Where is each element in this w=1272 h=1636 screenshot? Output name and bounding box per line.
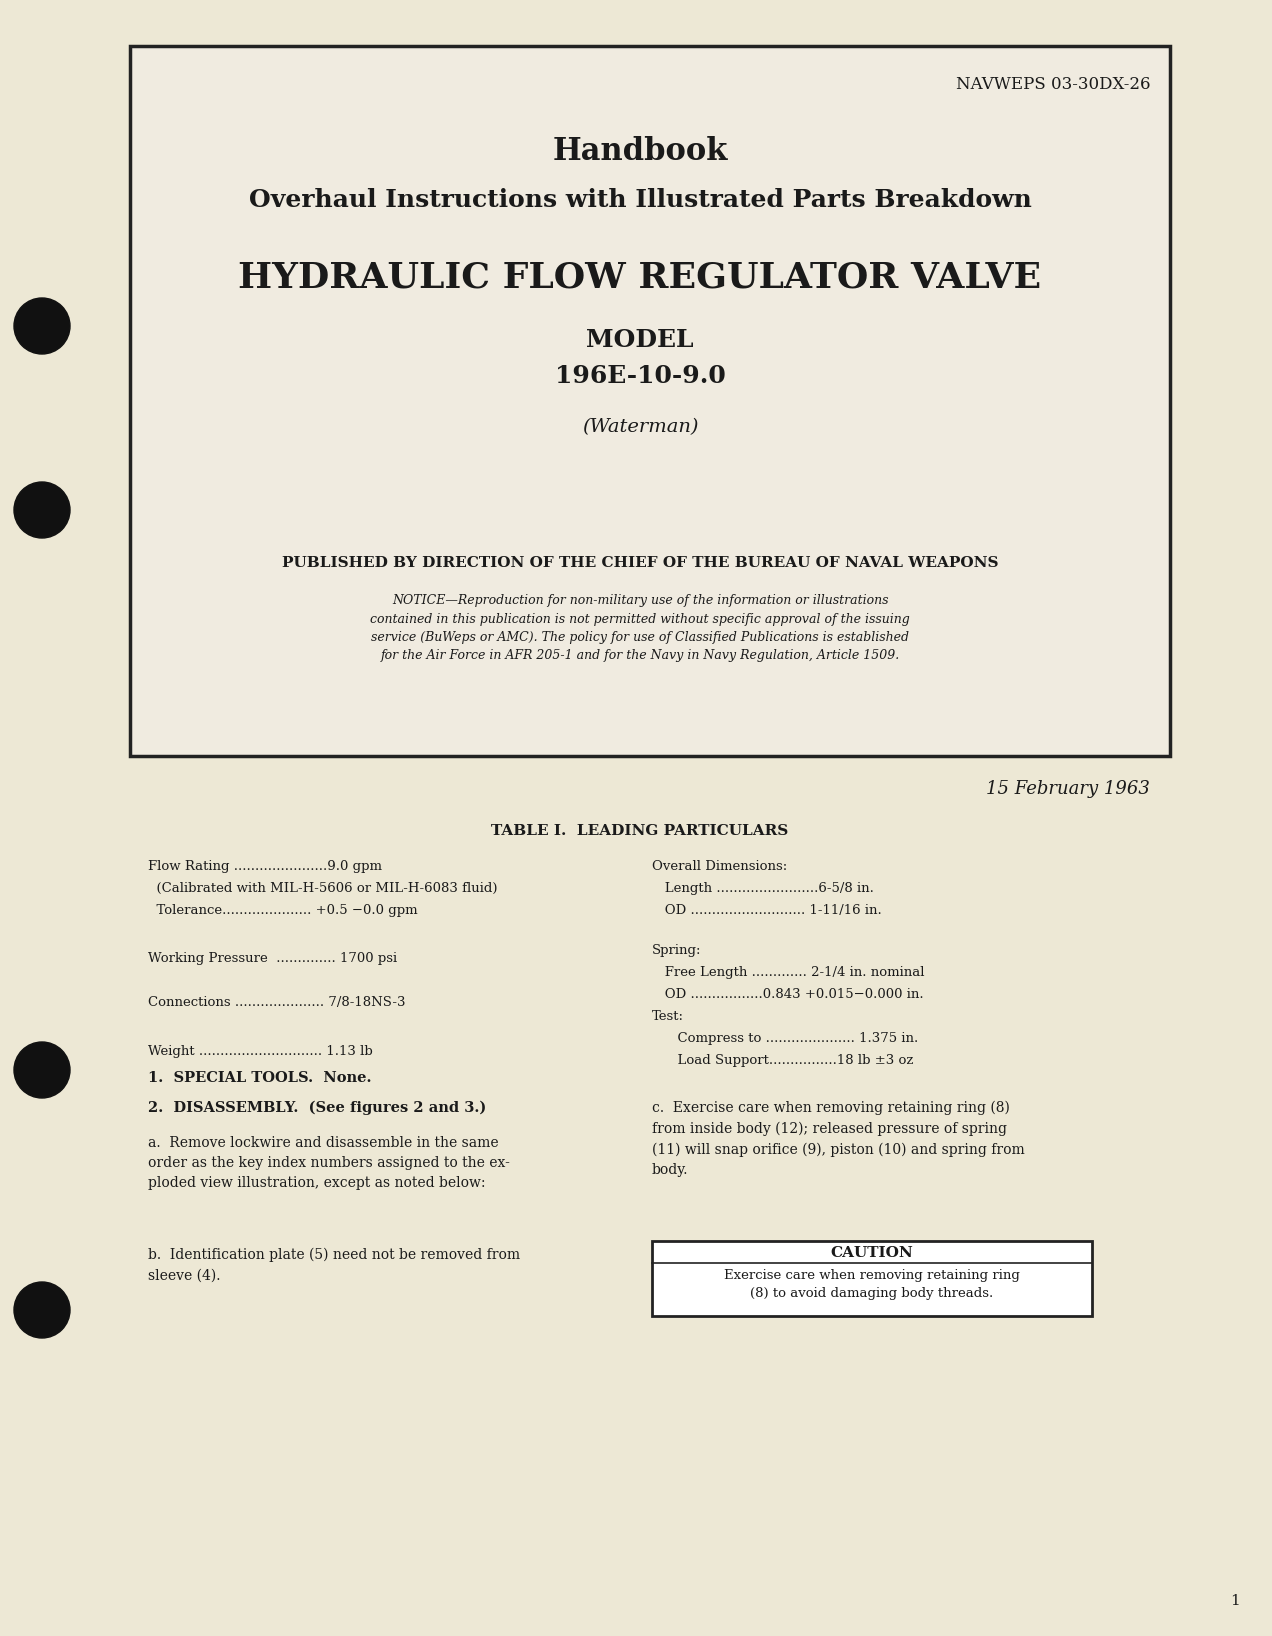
Text: MODEL: MODEL bbox=[586, 327, 693, 352]
Text: Spring:: Spring: bbox=[653, 944, 701, 957]
Text: Flow Rating ......................9.0 gpm: Flow Rating ......................9.0 gp… bbox=[148, 861, 382, 874]
Text: 2.  DISASSEMBLY.  (See figures 2 and 3.): 2. DISASSEMBLY. (See figures 2 and 3.) bbox=[148, 1101, 486, 1116]
Text: Weight ............................. 1.13 lb: Weight ............................. 1.1… bbox=[148, 1045, 373, 1058]
Circle shape bbox=[14, 1283, 70, 1338]
Text: 1: 1 bbox=[1230, 1593, 1240, 1608]
Text: Working Pressure  .............. 1700 psi: Working Pressure .............. 1700 psi bbox=[148, 952, 397, 965]
Bar bbox=[653, 1242, 1091, 1315]
Text: OD ........................... 1-11/16 in.: OD ........................... 1-11/16 i… bbox=[653, 905, 881, 918]
Text: 196E-10-9.0: 196E-10-9.0 bbox=[555, 363, 725, 388]
Text: Load Support................18 lb ±3 oz: Load Support................18 lb ±3 oz bbox=[653, 1054, 913, 1067]
Text: 15 February 1963: 15 February 1963 bbox=[986, 780, 1150, 798]
Text: Tolerance..................... +0.5 −0.0 gpm: Tolerance..................... +0.5 −0.0… bbox=[148, 905, 417, 918]
Text: Compress to ..................... 1.375 in.: Compress to ..................... 1.375 … bbox=[653, 1032, 918, 1045]
Text: NAVWEPS 03-30DX-26: NAVWEPS 03-30DX-26 bbox=[955, 75, 1150, 93]
Text: Free Length ............. 2-1/4 in. nominal: Free Length ............. 2-1/4 in. nomi… bbox=[653, 965, 925, 978]
Circle shape bbox=[14, 298, 70, 353]
Text: Overall Dimensions:: Overall Dimensions: bbox=[653, 861, 787, 874]
Circle shape bbox=[14, 483, 70, 538]
Text: Overhaul Instructions with Illustrated Parts Breakdown: Overhaul Instructions with Illustrated P… bbox=[248, 188, 1032, 213]
Text: CAUTION: CAUTION bbox=[831, 1247, 913, 1260]
Circle shape bbox=[14, 1042, 70, 1098]
Text: NOTICE—Reproduction for non-military use of the information or illustrations
con: NOTICE—Reproduction for non-military use… bbox=[370, 594, 909, 663]
Text: c.  Exercise care when removing retaining ring (8)
from inside body (12); releas: c. Exercise care when removing retaining… bbox=[653, 1101, 1025, 1176]
Text: (Calibrated with MIL-H-5606 or MIL-H-6083 fluid): (Calibrated with MIL-H-5606 or MIL-H-608… bbox=[148, 882, 497, 895]
Text: HYDRAULIC FLOW REGULATOR VALVE: HYDRAULIC FLOW REGULATOR VALVE bbox=[238, 262, 1042, 294]
Text: OD .................0.843 +0.015−0.000 in.: OD .................0.843 +0.015−0.000 i… bbox=[653, 988, 923, 1001]
Bar bbox=[130, 46, 1170, 756]
Text: Connections ..................... 7/8-18NS-3: Connections ..................... 7/8-18… bbox=[148, 996, 406, 1009]
Text: Length ........................6-5/8 in.: Length ........................6-5/8 in. bbox=[653, 882, 874, 895]
Text: Test:: Test: bbox=[653, 1009, 684, 1022]
Text: (Waterman): (Waterman) bbox=[581, 419, 698, 437]
Text: PUBLISHED BY DIRECTION OF THE CHIEF OF THE BUREAU OF NAVAL WEAPONS: PUBLISHED BY DIRECTION OF THE CHIEF OF T… bbox=[282, 556, 999, 569]
Text: 1.  SPECIAL TOOLS.  None.: 1. SPECIAL TOOLS. None. bbox=[148, 1072, 371, 1085]
Text: Handbook: Handbook bbox=[552, 136, 728, 167]
Text: a.  Remove lockwire and disassemble in the same
order as the key index numbers a: a. Remove lockwire and disassemble in th… bbox=[148, 1135, 510, 1189]
Text: Exercise care when removing retaining ring
(8) to avoid damaging body threads.: Exercise care when removing retaining ri… bbox=[724, 1270, 1020, 1301]
Text: b.  Identification plate (5) need not be removed from
sleeve (4).: b. Identification plate (5) need not be … bbox=[148, 1248, 520, 1283]
Text: TABLE I.  LEADING PARTICULARS: TABLE I. LEADING PARTICULARS bbox=[491, 825, 789, 838]
